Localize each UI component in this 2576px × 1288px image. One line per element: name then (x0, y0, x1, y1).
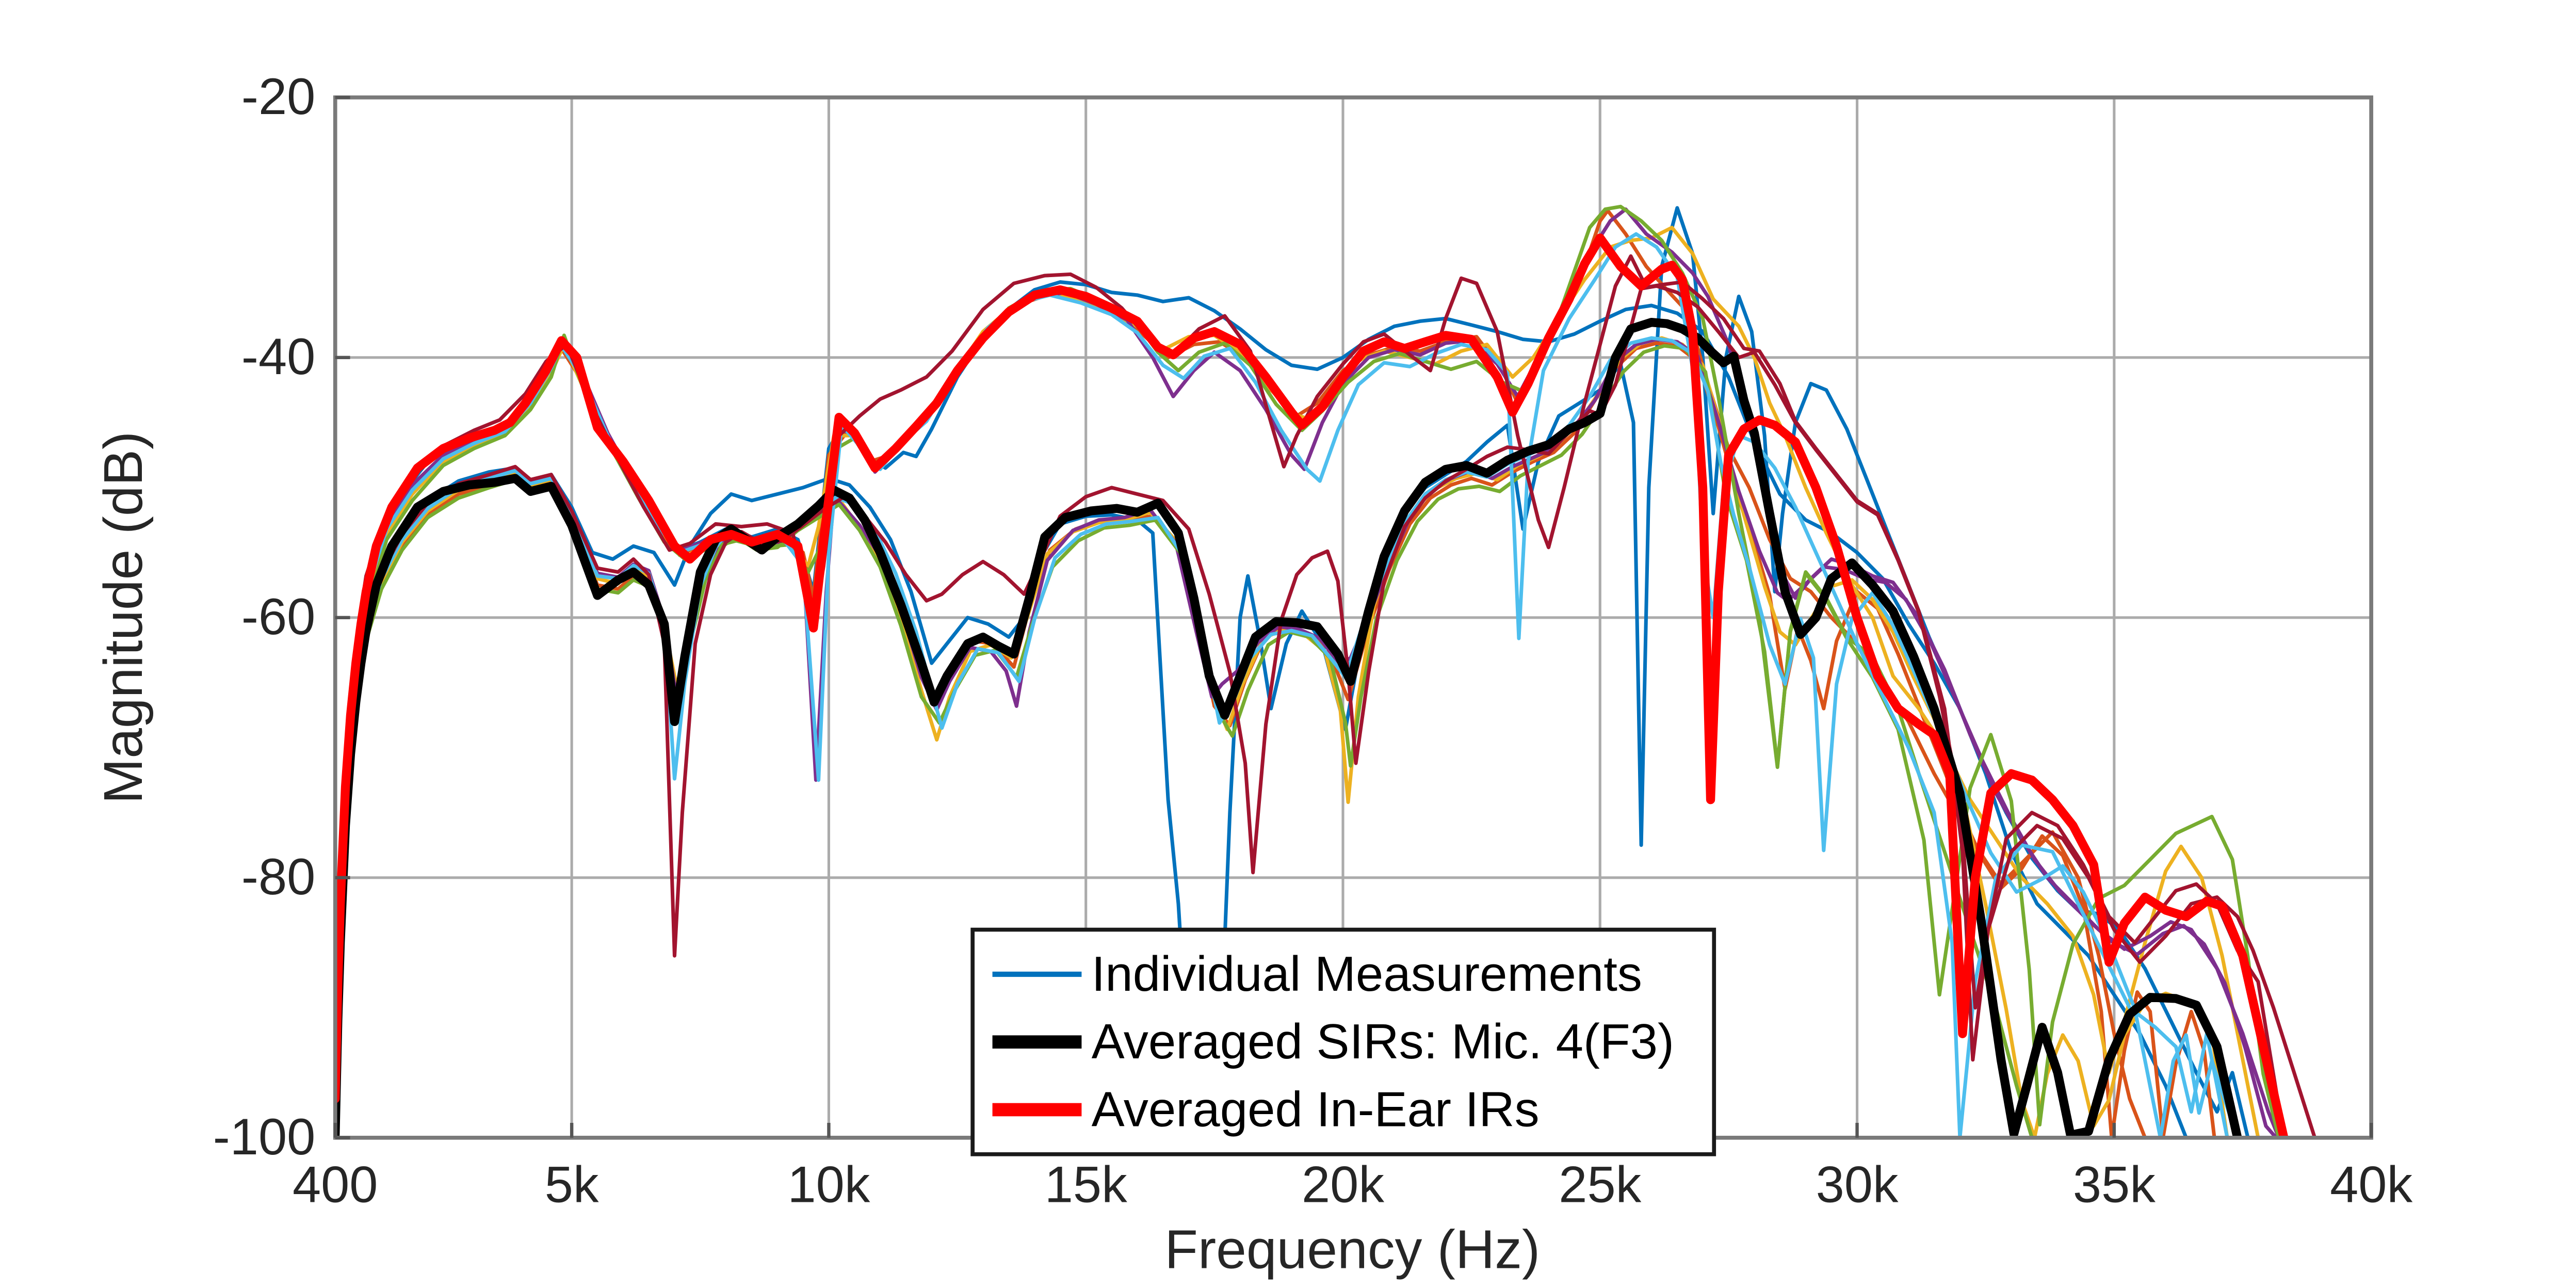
legend-label-averaged-in-ear: Averaged In-Ear IRs (1092, 1082, 1540, 1137)
y-axis-tick-labels: -20 -40 -60 -80 -100 (213, 68, 316, 1166)
x-tick-label-35k: 35k (2073, 1156, 2156, 1214)
y-tick-label--40: -40 (241, 328, 315, 385)
legend-item-averaged-in-ear: Averaged In-Ear IRs (992, 1082, 1540, 1137)
x-tick-label-25k: 25k (1559, 1156, 1641, 1214)
x-tick-label-10k: 10k (787, 1156, 870, 1214)
legend-box: Individual Measurements Averaged SIRs: M… (970, 927, 1716, 1156)
y-axis-title: Magnitude (dB) (93, 431, 154, 804)
series-line-individual-mic-blue (335, 206, 2250, 1138)
legend-border (970, 927, 1716, 1156)
series-lines (335, 204, 2317, 1138)
x-tick-label-30k: 30k (1816, 1156, 1899, 1214)
series-line-averaged-sirs-mic-4-f3 (335, 317, 2242, 1138)
y-tick-label--100: -100 (213, 1108, 316, 1166)
legend-label-individual-measurements: Individual Measurements (1092, 946, 1642, 1002)
x-axis-tick-labels: 400 5k 10k 15k 20k 25k 30k 35k 40k (293, 1156, 2413, 1214)
y-tick-label--80: -80 (241, 848, 315, 906)
x-tick-label-400: 400 (293, 1156, 378, 1214)
x-tick-label-40k: 40k (2330, 1156, 2412, 1214)
legend-item-individual-measurements: Individual Measurements (992, 946, 1642, 1002)
x-tick-label-15k: 15k (1045, 1156, 1127, 1214)
legend-item-averaged-sirs: Averaged SIRs: Mic. 4(F3) (992, 1014, 1674, 1069)
series-line-averaged-in-ear-irs (335, 233, 2289, 1138)
legend-label-averaged-sirs: Averaged SIRs: Mic. 4(F3) (1092, 1014, 1674, 1069)
x-axis-title: Frequency (Hz) (1164, 1219, 1540, 1280)
x-tick-label-5k: 5k (545, 1156, 599, 1214)
y-tick-label--20: -20 (241, 68, 315, 125)
y-tick-label--60: -60 (241, 588, 315, 646)
x-tick-label-20k: 20k (1302, 1156, 1384, 1214)
